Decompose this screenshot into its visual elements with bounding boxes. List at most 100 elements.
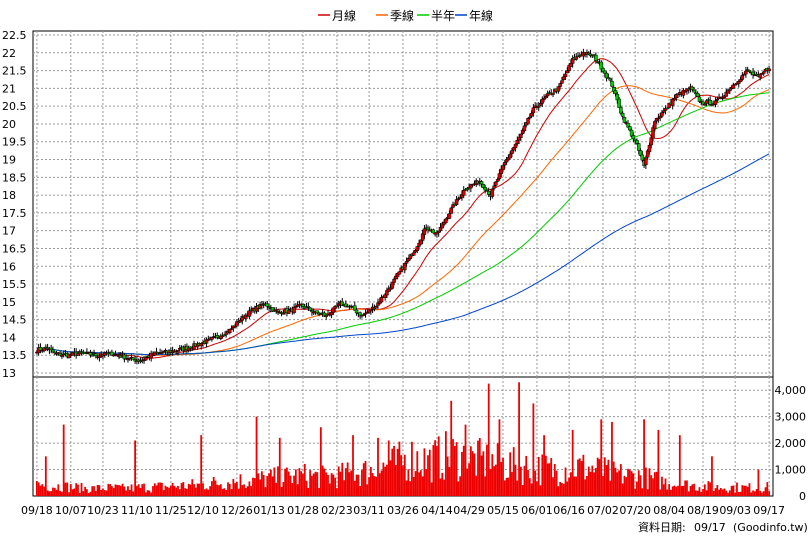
volume-bar — [366, 484, 369, 496]
volume-bar — [516, 480, 519, 496]
candle-body — [220, 335, 225, 337]
candle-body — [51, 349, 55, 353]
candle-body — [610, 80, 614, 87]
volume-bar — [100, 490, 103, 496]
volume-bar — [580, 461, 583, 496]
candle-body — [594, 54, 598, 61]
volume-bar — [687, 491, 690, 496]
volume-bar — [628, 469, 631, 496]
candle-body — [510, 150, 514, 154]
volume-bar — [300, 471, 303, 496]
volume-bar — [523, 465, 526, 496]
volume-bar — [66, 482, 69, 496]
candle-body — [622, 117, 627, 123]
price-tick-label: 19.5 — [2, 136, 27, 149]
volume-bar — [461, 451, 463, 496]
candle-body — [658, 115, 662, 119]
volume-bar — [632, 473, 635, 496]
candle-body — [176, 350, 180, 352]
volume-bar — [202, 483, 204, 496]
volume-bar — [486, 444, 488, 496]
volume-bar — [753, 491, 756, 496]
candle-body — [519, 133, 523, 138]
candle-body — [324, 314, 328, 317]
volume-bar — [98, 485, 101, 496]
volume-bar — [116, 484, 119, 496]
volume-axis-labels: 0 1,000 2,000 3,000 4,000 — [775, 384, 807, 503]
candle-body — [565, 70, 570, 74]
volume-bar — [625, 477, 628, 496]
volume-bar — [177, 485, 179, 496]
volume-bar — [232, 478, 235, 496]
volume-bar — [43, 486, 45, 496]
footer-date-label: 資料日期: — [638, 520, 686, 534]
volume-bar — [171, 483, 174, 496]
volume-bar — [689, 486, 692, 496]
volume-bar — [469, 446, 472, 496]
volume-bar — [336, 488, 338, 496]
volume-bar — [527, 469, 529, 496]
volume-bar — [534, 470, 537, 496]
price-tick-label: 18.5 — [2, 171, 27, 184]
volume-bar — [700, 491, 703, 496]
candle-body — [536, 105, 541, 108]
candle-body — [628, 126, 632, 131]
volume-bar — [691, 484, 694, 496]
candle-body — [483, 187, 487, 191]
volume-bar — [68, 492, 70, 496]
volume-bar — [284, 468, 287, 496]
candle-body — [574, 56, 578, 60]
volume-bar — [734, 492, 737, 496]
volume-bar — [716, 485, 719, 496]
volume-bar — [550, 458, 553, 496]
volume-bar — [162, 490, 165, 496]
candle-body — [560, 80, 564, 84]
legend-month: 月線 — [332, 8, 356, 23]
volume-bar — [562, 483, 565, 496]
volume-bar — [178, 489, 181, 496]
volume-bar — [459, 476, 462, 496]
ma-line-20 — [36, 58, 770, 359]
volume-bar — [196, 483, 199, 496]
volume-bar — [294, 469, 297, 496]
candle-body — [715, 98, 720, 101]
volume-bar — [287, 471, 290, 496]
price-tick-label: 17.5 — [2, 207, 27, 220]
volume-bar — [614, 467, 617, 496]
volume-bar — [641, 488, 644, 496]
volume-bar — [511, 472, 513, 496]
candle-body — [403, 263, 407, 271]
candle-body — [436, 231, 441, 233]
candle-body — [215, 335, 220, 338]
volume-bar — [244, 487, 247, 496]
volume-bar — [373, 476, 376, 496]
volume-bar — [764, 487, 767, 496]
volume-bar — [37, 482, 40, 496]
volume-bar — [455, 442, 458, 496]
volume-bar — [243, 484, 245, 496]
volume-bar — [500, 461, 503, 496]
candle-body — [315, 310, 320, 314]
candle-body — [544, 95, 548, 98]
volume-bar — [144, 492, 147, 496]
volume-bar — [398, 441, 401, 496]
volume-bar — [559, 481, 562, 496]
volume-bar — [330, 473, 333, 496]
date-tick-label: 07/02 — [587, 504, 619, 517]
volume-bar — [693, 483, 695, 496]
volume-bar — [53, 487, 56, 496]
volume-bar — [237, 488, 240, 496]
volume-bar — [75, 483, 78, 496]
price-tick-label: 15.5 — [2, 278, 27, 291]
candle-body — [619, 107, 623, 114]
volume-bar — [64, 482, 67, 496]
moving-average-lines — [36, 58, 770, 359]
candle-body — [529, 113, 534, 117]
volume-bar — [744, 485, 747, 496]
volume-bar — [130, 484, 133, 496]
volume-bar — [587, 466, 590, 496]
volume-bar — [241, 485, 244, 496]
volume-bar — [80, 482, 83, 496]
volume-bar — [718, 489, 720, 496]
volume-bar — [766, 482, 769, 496]
